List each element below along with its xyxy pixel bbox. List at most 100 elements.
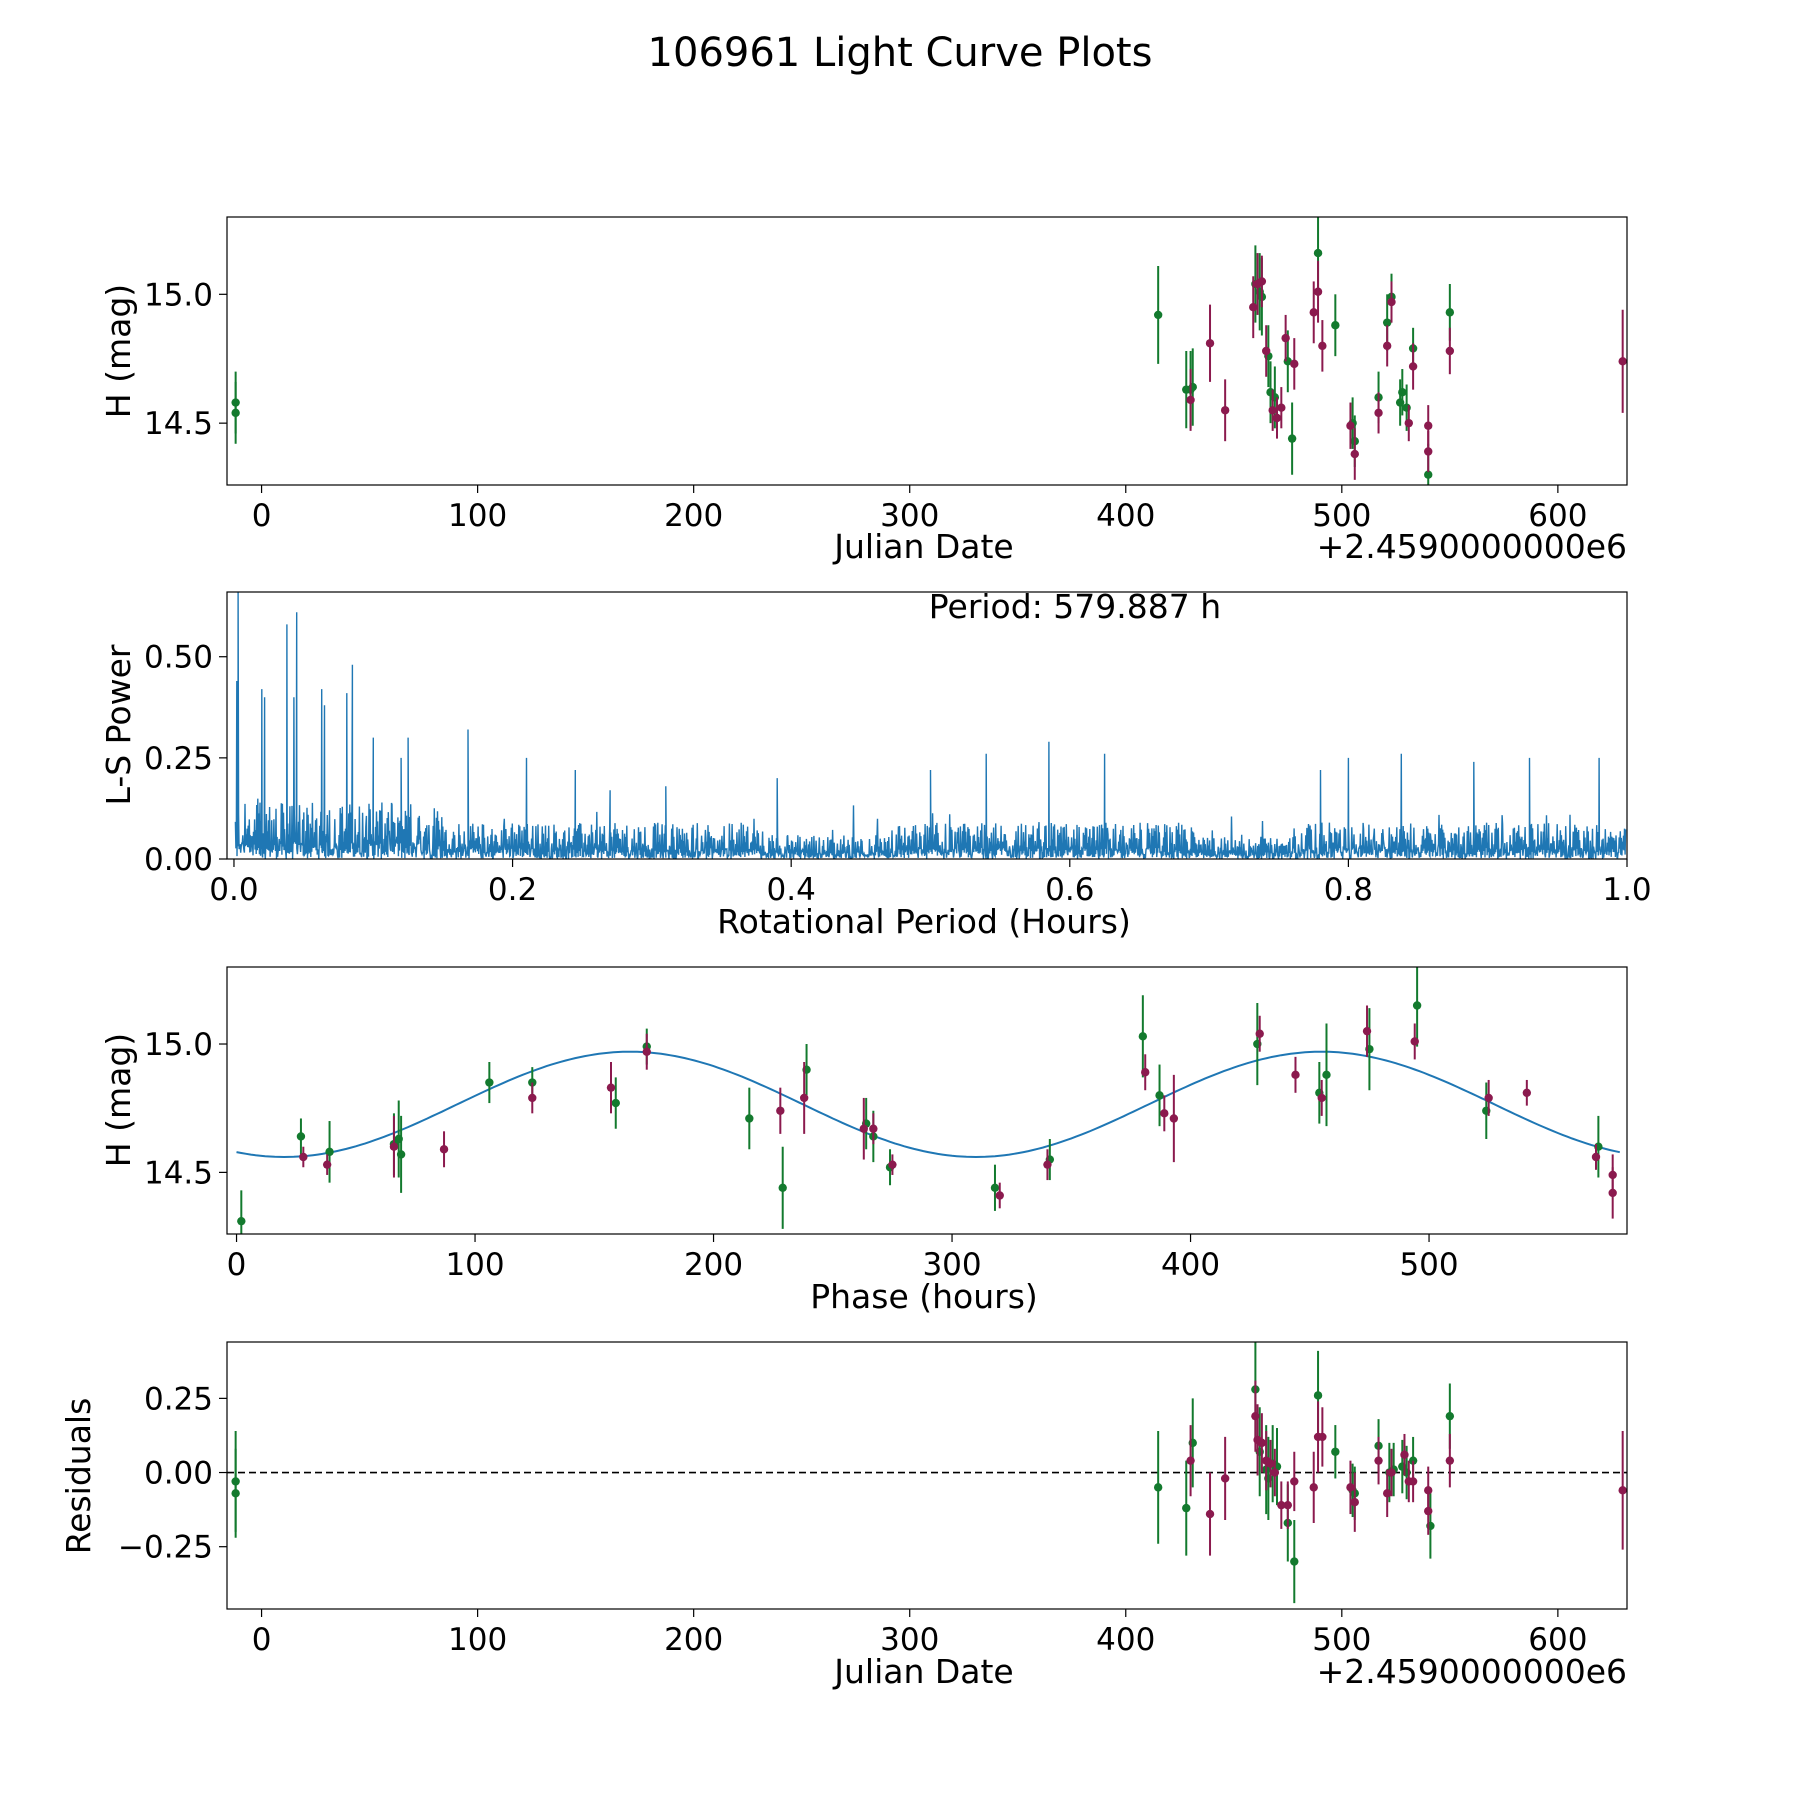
- phased-point-green: [1322, 1070, 1331, 1080]
- phased-point-green: [778, 1183, 787, 1192]
- phased-frame: [226, 966, 1628, 1235]
- phased-point-green: [1412, 1001, 1422, 1010]
- periodogram-frame: [226, 591, 1628, 860]
- phased-point-green: [745, 1114, 754, 1123]
- periodogram-xtick-label: 0.0: [209, 872, 258, 908]
- lightcurve-point-maroon: [1350, 449, 1359, 459]
- lightcurve-frame: [226, 216, 1628, 486]
- lightcurve-point-green: [1445, 308, 1455, 317]
- phased-point-maroon: [439, 1145, 449, 1154]
- phased-point-maroon: [995, 1191, 1004, 1200]
- phased-point-green: [1155, 1091, 1164, 1100]
- residuals-point-maroon: [1374, 1456, 1383, 1465]
- phased-point-green: [325, 1147, 334, 1157]
- residuals-xtick-label: 200: [664, 1622, 723, 1658]
- lightcurve-point-maroon: [1309, 308, 1318, 317]
- lightcurve-xtick-label: 300: [880, 498, 939, 534]
- lightcurve-point-green: [231, 408, 240, 418]
- residuals-point-maroon: [1445, 1456, 1455, 1465]
- phased-point-maroon: [1591, 1152, 1601, 1162]
- lightcurve-point-green: [1398, 388, 1407, 397]
- residuals-point-maroon: [1350, 1498, 1359, 1507]
- periodogram-ytick-label: 0.00: [144, 842, 213, 878]
- phased-point-maroon: [799, 1093, 809, 1103]
- phased-point-green: [237, 1216, 246, 1226]
- phased-ytick-label: 14.5: [144, 1155, 213, 1191]
- lightcurve-point-maroon: [1220, 406, 1230, 415]
- periodogram-ylabel: L-S Power: [99, 644, 138, 805]
- figure-title: 106961 Light Curve Plots: [648, 30, 1153, 76]
- periodogram-ytick-label: 0.50: [144, 640, 213, 676]
- lightcurve-point-green: [1153, 310, 1163, 320]
- residuals-ytick-label: −0.25: [118, 1530, 213, 1566]
- phased-point-maroon: [1255, 1029, 1264, 1038]
- phased-panel: 0 100 200 300 400 500 14.5 15.0 Phase (hours) H…: [99, 966, 1628, 1316]
- phased-xtick-label: 0: [227, 1247, 247, 1283]
- phased-xtick-label: 400: [1161, 1247, 1220, 1283]
- lightcurve-point-green: [1382, 318, 1392, 327]
- phased-ytick-label: 15.0: [144, 1027, 213, 1063]
- residuals-point-green: [231, 1489, 240, 1498]
- phased-point-maroon: [1169, 1114, 1179, 1123]
- phased-point-maroon: [642, 1047, 651, 1056]
- phased-point-maroon: [859, 1124, 868, 1133]
- phased-point-maroon: [528, 1093, 537, 1103]
- lightcurve-xtick-label: 0: [252, 498, 272, 534]
- residuals-point-maroon: [1205, 1509, 1215, 1519]
- residuals-xtick-label: 300: [880, 1622, 939, 1658]
- residuals-point-green: [1153, 1483, 1163, 1492]
- phased-xtick-label: 300: [922, 1247, 981, 1283]
- phased-point-maroon: [1522, 1088, 1532, 1097]
- lightcurve-point-maroon: [1374, 408, 1383, 418]
- residuals-ytick-label: 0.25: [144, 1381, 213, 1417]
- residuals-xtick-label: 500: [1312, 1622, 1371, 1658]
- phased-point-green: [485, 1078, 494, 1087]
- residuals-point-maroon: [1277, 1500, 1286, 1510]
- lightcurve-point-maroon: [1318, 341, 1327, 351]
- residuals-point-maroon: [1424, 1486, 1433, 1495]
- periodogram-xtick-label: 0.4: [767, 872, 816, 908]
- lightcurve-point-maroon: [1272, 413, 1282, 423]
- residuals-point-maroon: [1618, 1486, 1627, 1495]
- periodogram-panel: 0.0 0.2 0.4 0.6 0.8 1.0 0.00 0.25 0.50 Period: 5…: [99, 587, 1652, 941]
- phased-points-layer: [237, 967, 1617, 1234]
- phased-xtick-label: 200: [684, 1247, 743, 1283]
- lightcurve-ylabel: H (mag): [99, 284, 138, 418]
- residuals-point-green: [1313, 1391, 1323, 1400]
- phased-point-maroon: [606, 1083, 616, 1092]
- lightcurve-point-maroon: [1290, 359, 1299, 369]
- lightcurve-point-maroon: [1408, 362, 1418, 371]
- lightcurve-xlabel: Julian Date: [832, 527, 1014, 566]
- lightcurve-marks: 0 100 200 300 400 500 600 14.5 15.0: [144, 217, 1627, 534]
- periodogram-ytick-label: 0.25: [144, 741, 213, 777]
- residuals-xtick-label: 100: [448, 1622, 507, 1658]
- residuals-xtick-label: 600: [1528, 1622, 1587, 1658]
- residuals-point-maroon: [1387, 1468, 1396, 1477]
- phased-point-maroon: [776, 1106, 785, 1115]
- residuals-ytick-label: 0.00: [144, 1456, 213, 1492]
- phased-point-maroon: [1362, 1026, 1372, 1036]
- phased-point-maroon: [1141, 1068, 1150, 1077]
- lightcurve-points-layer: [231, 217, 1627, 485]
- lightcurve-offset-label: +2.4590000000e6: [1317, 527, 1627, 566]
- period-annotation: Period: 579.887 h: [929, 587, 1221, 626]
- lightcurve-point-maroon: [1618, 357, 1627, 366]
- residuals-point-maroon: [1318, 1432, 1327, 1442]
- lightcurve-point-maroon: [1249, 302, 1258, 312]
- lightcurve-point-maroon: [1186, 395, 1195, 405]
- phased-point-green: [296, 1132, 306, 1141]
- residuals-panel: 0 100 200 300 400 500 600 −0.25 0.00 0.25 Julian …: [59, 1341, 1628, 1691]
- phased-point-maroon: [299, 1152, 308, 1162]
- lightcurve-point-maroon: [1205, 339, 1215, 348]
- residuals-point-maroon: [1346, 1483, 1355, 1492]
- residuals-point-maroon: [1382, 1489, 1392, 1498]
- phased-model-curve: [236, 1050, 1621, 1159]
- lightcurve-ytick-label: 15.0: [144, 277, 213, 313]
- lightcurve-point-maroon: [1424, 421, 1433, 430]
- residuals-point-maroon: [1290, 1477, 1299, 1486]
- residuals-xtick-label: 400: [1096, 1622, 1155, 1658]
- phased-point-green: [1138, 1032, 1148, 1041]
- lightcurve-point-green: [1313, 248, 1323, 258]
- lightcurve-point-maroon: [1268, 406, 1277, 415]
- periodogram-line: [234, 592, 1627, 859]
